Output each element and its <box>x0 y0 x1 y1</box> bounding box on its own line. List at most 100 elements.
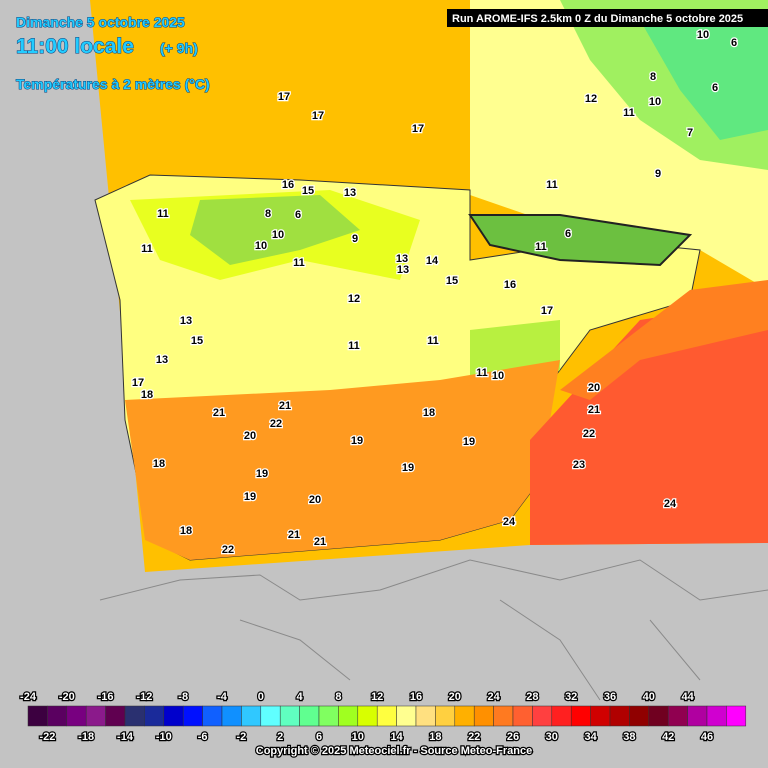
legend-label: 32 <box>565 691 577 703</box>
legend-swatch <box>609 705 630 727</box>
temperature-label: 24 <box>503 516 516 528</box>
temperature-label: 19 <box>244 491 256 503</box>
temperature-label: 15 <box>302 185 314 197</box>
temperature-label: 8 <box>650 71 656 83</box>
legend-label: 10 <box>352 731 364 743</box>
temperature-label: 17 <box>132 377 144 389</box>
legend-swatch <box>376 705 397 727</box>
legend-swatch <box>144 705 165 727</box>
temperature-label: 11 <box>535 241 547 253</box>
legend-label: 2 <box>277 731 283 743</box>
temperature-label: 23 <box>573 459 585 471</box>
temperature-label: 13 <box>180 315 192 327</box>
legend-label: 36 <box>604 691 616 703</box>
legend-label: 30 <box>546 731 558 743</box>
legend-label: 38 <box>623 731 635 743</box>
legend-swatch <box>47 705 68 727</box>
legend-swatch <box>629 705 650 727</box>
legend-swatch <box>66 705 87 727</box>
temperature-label: 11 <box>427 335 439 347</box>
legend-swatch <box>182 705 203 727</box>
temperature-label: 11 <box>476 367 488 379</box>
legend-swatch <box>105 705 126 727</box>
legend-label: 18 <box>429 731 441 743</box>
legend-label: 0 <box>258 691 264 703</box>
temperature-label: 7 <box>687 127 693 139</box>
legend-label: 8 <box>335 691 341 703</box>
legend-label: -24 <box>20 691 37 703</box>
temperature-label: 11 <box>623 107 635 119</box>
legend-label: 24 <box>487 691 500 703</box>
legend-label: 20 <box>449 691 461 703</box>
legend-swatch <box>241 705 262 727</box>
legend-swatch <box>279 705 300 727</box>
legend-label: 16 <box>410 691 422 703</box>
temperature-label: 21 <box>588 404 600 416</box>
legend-swatch <box>493 705 514 727</box>
legend-swatch <box>590 705 611 727</box>
temperature-label: 6 <box>731 37 737 49</box>
field: Températures à 2 mètres (°C) <box>16 76 210 92</box>
temperature-label: 21 <box>288 529 300 541</box>
temperature-label: 24 <box>664 498 677 510</box>
south-warm <box>125 360 560 560</box>
run-info: Run AROME-IFS 2.5km 0 Z du Dimanche 5 oc… <box>452 13 743 25</box>
temperature-label: 11 <box>293 257 305 269</box>
legend-label: 46 <box>701 731 713 743</box>
legend-label: 12 <box>371 691 383 703</box>
temperature-label: 13 <box>397 264 409 276</box>
run-box <box>447 9 768 27</box>
temperature-label: 17 <box>312 110 324 122</box>
temperature-label: 19 <box>402 462 414 474</box>
legend-label: 44 <box>681 691 694 703</box>
temperature-label: 21 <box>314 536 326 548</box>
legend-swatch <box>357 705 378 727</box>
temperature-label: 10 <box>492 370 504 382</box>
temperature-label: 21 <box>279 400 291 412</box>
legend-swatch <box>338 705 359 727</box>
legend-swatch <box>687 705 708 727</box>
legend-label: -20 <box>59 691 75 703</box>
time: 11:00 locale <box>16 35 134 58</box>
temperature-label: 18 <box>141 389 153 401</box>
legend-label: -10 <box>156 731 172 743</box>
legend-label: -4 <box>217 691 228 703</box>
legend-swatch <box>124 705 145 727</box>
temperature-label: 6 <box>565 228 571 240</box>
temperature-label: 20 <box>588 382 600 394</box>
legend-label: -12 <box>136 691 152 703</box>
temperature-label: 20 <box>244 430 256 442</box>
temperature-label: 19 <box>256 468 268 480</box>
temperature-label: 9 <box>655 168 661 180</box>
legend-label: -14 <box>117 731 134 743</box>
legend-swatch <box>551 705 572 727</box>
legend-swatch <box>454 705 475 727</box>
legend-swatch <box>648 705 669 727</box>
legend-swatch <box>85 705 106 727</box>
temperature-label: 22 <box>222 544 234 556</box>
temperature-label: 16 <box>504 279 516 291</box>
temperature-label: 13 <box>344 187 356 199</box>
legend-swatch <box>27 705 48 727</box>
temperature-label: 12 <box>348 293 360 305</box>
temperature-label: 17 <box>412 123 424 135</box>
legend-label: 26 <box>507 731 519 743</box>
sea-band <box>560 280 768 400</box>
legend-swatch <box>512 705 533 727</box>
legend-swatch <box>260 705 281 727</box>
temperature-label: 19 <box>351 435 363 447</box>
legend-label: -6 <box>198 731 208 743</box>
legend-label: 6 <box>316 731 322 743</box>
temperature-label: 10 <box>255 240 267 252</box>
temperature-label: 6 <box>295 209 301 221</box>
legend-swatch <box>299 705 320 727</box>
temperature-label: 20 <box>309 494 321 506</box>
temperature-label: 15 <box>446 275 458 287</box>
cold-area <box>640 20 768 140</box>
temperature-label: 6 <box>712 82 718 94</box>
copyright: Copyright © 2025 Meteociel.fr - Source M… <box>256 745 532 757</box>
land-borders <box>99 559 768 701</box>
temperature-label: 11 <box>141 243 153 255</box>
legend-label: -8 <box>178 691 188 703</box>
